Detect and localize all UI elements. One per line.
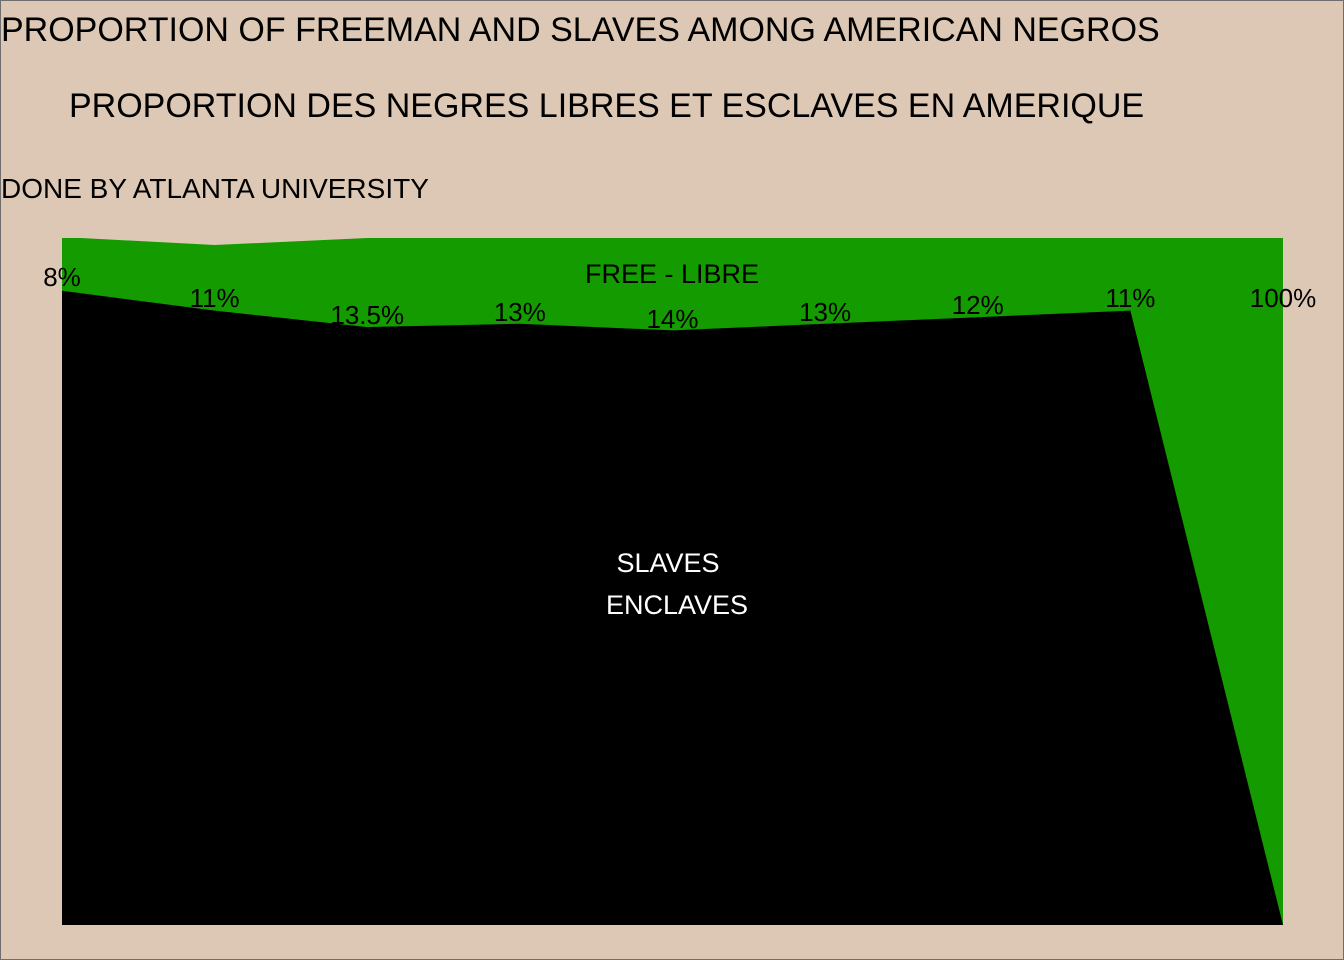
- chart-title: PROPORTION OF FREEMAN AND SLAVES AMONG A…: [1, 11, 1160, 49]
- point-label: 11%: [1105, 283, 1155, 313]
- point-label: 8%: [43, 262, 81, 292]
- free-top-edge: [62, 236, 368, 245]
- point-label: 13%: [799, 297, 851, 327]
- point-labels: 8% 11% 13.5% 13% 14% 13% 12% 11% 100%: [43, 262, 1316, 334]
- slaves-series-label-line2: ENCLAVES: [606, 590, 748, 620]
- point-label: 13%: [494, 297, 546, 327]
- chart-subtitle: PROPORTION DES NEGRES LIBRES ET ESCLAVES…: [69, 87, 1145, 125]
- point-label: 14%: [646, 304, 698, 334]
- free-series-label: FREE - LIBRE: [585, 259, 759, 289]
- point-label: 100%: [1250, 283, 1317, 313]
- point-label: 12%: [952, 290, 1004, 320]
- slaves-series-label-line1: SLAVES: [616, 548, 719, 578]
- point-label: 11%: [190, 283, 240, 313]
- chart-credit: DONE BY ATLANTA UNIVERSITY: [1, 173, 429, 204]
- point-label: 13.5%: [330, 300, 404, 330]
- slaves-area: [62, 290, 1283, 925]
